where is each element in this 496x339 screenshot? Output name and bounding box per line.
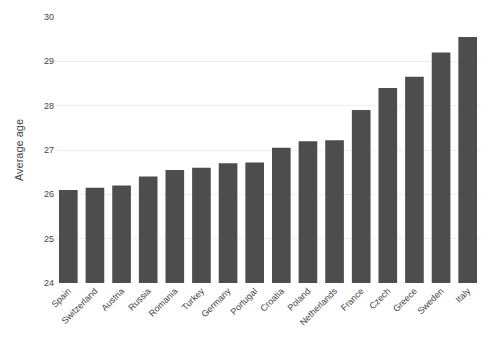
svg-text:Portugal: Portugal <box>229 286 260 317</box>
svg-text:Average age: Average age <box>13 119 25 181</box>
svg-text:Austria: Austria <box>99 286 126 313</box>
svg-text:28: 28 <box>44 101 54 111</box>
svg-text:Poland: Poland <box>286 286 313 313</box>
svg-text:Sweden: Sweden <box>416 286 446 316</box>
svg-text:Italy: Italy <box>454 286 473 305</box>
svg-text:29: 29 <box>44 56 54 66</box>
svg-text:Switzerland: Switzerland <box>60 286 100 326</box>
svg-text:30: 30 <box>44 12 54 22</box>
svg-text:24: 24 <box>44 278 54 288</box>
svg-text:Croatia: Croatia <box>258 286 286 314</box>
svg-text:Netherlands: Netherlands <box>298 286 340 328</box>
svg-text:25: 25 <box>44 234 54 244</box>
svg-text:Greece: Greece <box>391 286 419 314</box>
svg-text:Turkey: Turkey <box>180 286 207 313</box>
svg-text:26: 26 <box>44 189 54 199</box>
svg-text:France: France <box>339 286 366 313</box>
svg-text:Spain: Spain <box>50 286 73 309</box>
svg-text:Czech: Czech <box>367 286 392 311</box>
svg-text:27: 27 <box>44 145 54 155</box>
svg-text:Germany: Germany <box>199 286 233 320</box>
svg-text:Romania: Romania <box>147 286 180 319</box>
svg-text:Russia: Russia <box>126 286 153 313</box>
